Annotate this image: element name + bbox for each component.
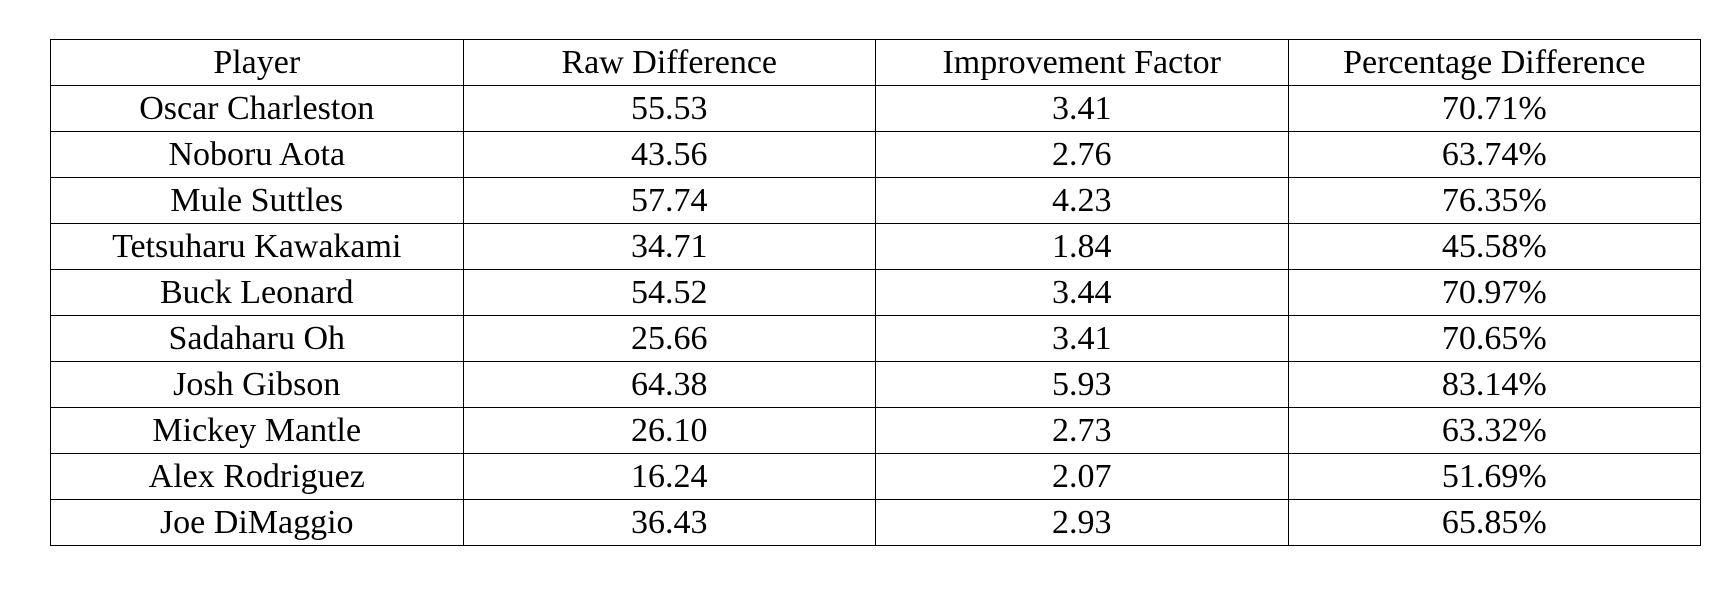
table-cell: 76.35% xyxy=(1287,177,1701,224)
table-row: Oscar Charleston 55.53 3.41 70.71% xyxy=(50,85,1701,132)
table-row: Buck Leonard 54.52 3.44 70.97% xyxy=(50,269,1701,316)
table-cell: 5.93 xyxy=(875,361,1289,408)
table-cell: 3.41 xyxy=(875,315,1289,362)
table-cell: 2.73 xyxy=(875,407,1289,454)
table-cell: 4.23 xyxy=(875,177,1289,224)
header-cell: Percentage Difference xyxy=(1287,39,1701,86)
table-cell: 70.71% xyxy=(1287,85,1701,132)
table-cell: Noboru Aota xyxy=(50,131,464,178)
table-cell: 51.69% xyxy=(1287,453,1701,500)
table-row: Mickey Mantle 26.10 2.73 63.32% xyxy=(50,407,1701,454)
table-cell: Josh Gibson xyxy=(50,361,464,408)
table-cell: Oscar Charleston xyxy=(50,85,464,132)
table-cell: 54.52 xyxy=(462,269,876,316)
table-cell: 2.07 xyxy=(875,453,1289,500)
header-row: Player Raw Difference Improvement Factor Pe… xyxy=(50,39,1701,86)
table-row: Noboru Aota 43.56 2.76 63.74% xyxy=(50,131,1701,178)
data-table: Player Raw Difference Improvement Factor Pe… xyxy=(50,39,1701,546)
header-cell: Raw Difference xyxy=(462,39,876,86)
table-row: Josh Gibson 64.38 5.93 83.14% xyxy=(50,361,1701,408)
table-row: Tetsuharu Kawakami 34.71 1.84 45.58% xyxy=(50,223,1701,270)
table-row: Alex Rodriguez 16.24 2.07 51.69% xyxy=(50,453,1701,500)
table-cell: 55.53 xyxy=(462,85,876,132)
table-cell: Buck Leonard xyxy=(50,269,464,316)
table-cell: Sadaharu Oh xyxy=(50,315,464,362)
table-body: Oscar Charleston 55.53 3.41 70.71% Noboru Ao… xyxy=(50,85,1701,546)
table-cell: 16.24 xyxy=(462,453,876,500)
table-cell: 2.76 xyxy=(875,131,1289,178)
table-row: Joe DiMaggio 36.43 2.93 65.85% xyxy=(50,499,1701,546)
table-cell: 3.44 xyxy=(875,269,1289,316)
header-cell: Improvement Factor xyxy=(875,39,1289,86)
table-cell: 70.97% xyxy=(1287,269,1701,316)
table-cell: 36.43 xyxy=(462,499,876,546)
table-cell: 45.58% xyxy=(1287,223,1701,270)
table-cell: Mule Suttles xyxy=(50,177,464,224)
table-cell: 1.84 xyxy=(875,223,1289,270)
table-cell: 26.10 xyxy=(462,407,876,454)
table-cell: Tetsuharu Kawakami xyxy=(50,223,464,270)
table-cell: Joe DiMaggio xyxy=(50,499,464,546)
table-cell: 25.66 xyxy=(462,315,876,362)
table-row: Sadaharu Oh 25.66 3.41 70.65% xyxy=(50,315,1701,362)
table-cell: 2.93 xyxy=(875,499,1289,546)
table-cell: 3.41 xyxy=(875,85,1289,132)
table-cell: 34.71 xyxy=(462,223,876,270)
table-head: Player Raw Difference Improvement Factor Pe… xyxy=(50,39,1701,86)
table-cell: 65.85% xyxy=(1287,499,1701,546)
header-cell: Player xyxy=(50,39,464,86)
table-cell: 43.56 xyxy=(462,131,876,178)
table-cell: Alex Rodriguez xyxy=(50,453,464,500)
table-cell: 63.32% xyxy=(1287,407,1701,454)
table-cell: 63.74% xyxy=(1287,131,1701,178)
table-cell: 83.14% xyxy=(1287,361,1701,408)
table-cell: 70.65% xyxy=(1287,315,1701,362)
table-cell: 57.74 xyxy=(462,177,876,224)
table-cell: 64.38 xyxy=(462,361,876,408)
table-cell: Mickey Mantle xyxy=(50,407,464,454)
table-row: Mule Suttles 57.74 4.23 76.35% xyxy=(50,177,1701,224)
